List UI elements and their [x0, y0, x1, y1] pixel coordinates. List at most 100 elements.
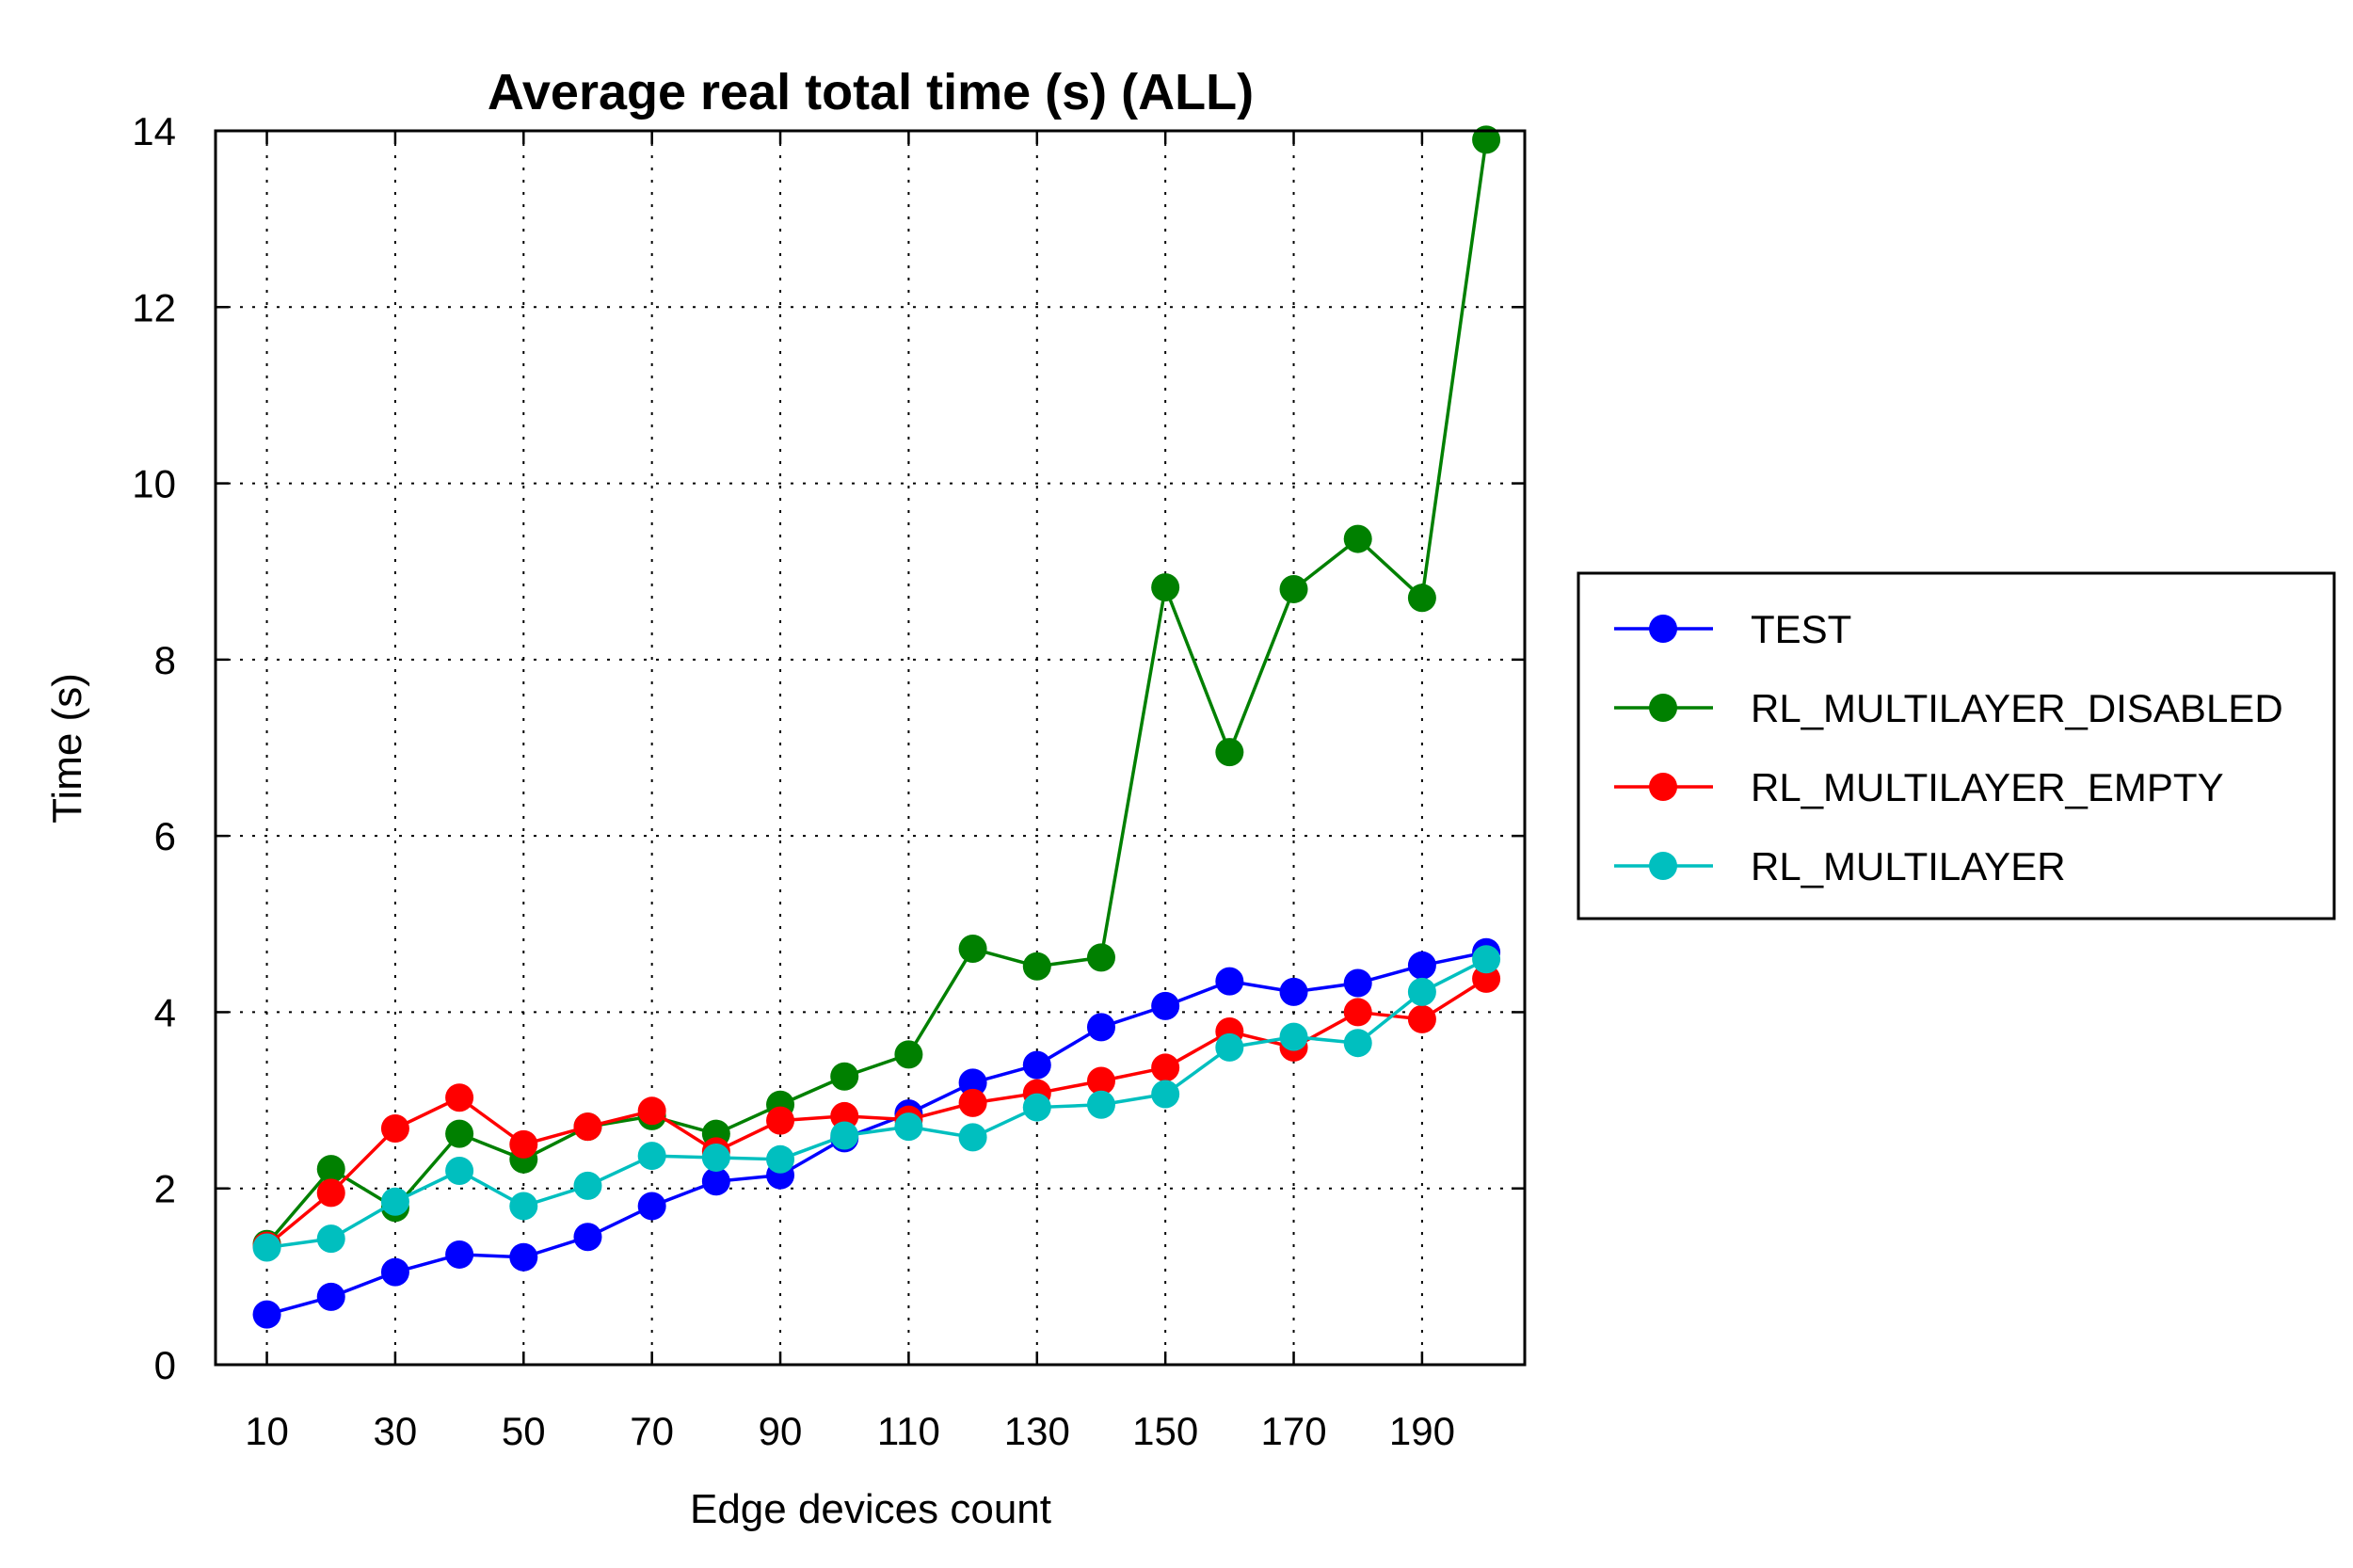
data-point [1215, 1032, 1244, 1062]
x-tick-label: 150 [1132, 1409, 1198, 1453]
legend-label: TEST [1751, 607, 1851, 651]
data-point [573, 1171, 602, 1200]
data-point [766, 1106, 795, 1135]
data-point [1472, 964, 1501, 993]
axis-ticks: 10 30 50 70 90 110 130 150 170 190 0 2 4 6 8 10 12 14 [132, 109, 1525, 1453]
chart-title: Average real total time (s) (ALL) [488, 64, 1254, 120]
data-point [1215, 738, 1244, 767]
data-point [1151, 991, 1180, 1020]
data-point [1343, 968, 1372, 998]
legend-entry: RL_MULTILAYER [1614, 844, 2066, 888]
legend-entry: RL_MULTILAYER_EMPTY [1614, 765, 2224, 809]
y-tick-label: 8 [154, 638, 176, 682]
data-point [701, 1143, 730, 1172]
legend-entry: TEST [1614, 607, 1851, 651]
legend-label: RL_MULTILAYER_DISABLED [1751, 686, 2283, 730]
x-tick-label: 110 [877, 1409, 940, 1453]
data-point [1407, 951, 1436, 980]
data-point [1472, 125, 1501, 154]
data-point [445, 1240, 474, 1269]
data-point [573, 1223, 602, 1252]
data-point [958, 1123, 987, 1152]
y-axis-label: Time (s) [44, 673, 90, 824]
data-point [1151, 1080, 1180, 1109]
series-rl-multilayer-empty [252, 964, 1501, 1260]
y-tick-label: 12 [132, 285, 176, 329]
y-tick-label: 2 [154, 1167, 176, 1211]
data-point [509, 1192, 538, 1221]
data-point [1407, 584, 1436, 613]
data-point [316, 1155, 345, 1184]
legend: TEST RL_MULTILAYER_DISABLED RL_MULTILAYER_… [1577, 571, 2336, 920]
data-point [509, 1242, 538, 1272]
legend-label: RL_MULTILAYER_EMPTY [1751, 765, 2224, 809]
x-tick-label: 190 [1389, 1409, 1455, 1453]
data-point [1472, 945, 1501, 974]
grid-lines [216, 130, 1525, 1365]
data-point [701, 1167, 730, 1196]
series-layer [252, 125, 1501, 1329]
x-axis-label: Edge devices count [690, 1486, 1051, 1532]
data-point [894, 1112, 923, 1142]
x-tick-label: 30 [374, 1409, 418, 1453]
data-point [252, 1300, 281, 1329]
legend-label: RL_MULTILAYER [1751, 844, 2066, 888]
data-point [445, 1083, 474, 1112]
data-point [380, 1114, 409, 1144]
data-point [316, 1224, 345, 1254]
data-point [1407, 1004, 1436, 1033]
x-tick-label: 170 [1260, 1409, 1326, 1453]
y-tick-label: 6 [154, 814, 176, 858]
legend-marker [1649, 773, 1677, 801]
data-point [637, 1192, 666, 1221]
data-point [1215, 967, 1244, 996]
data-point [1343, 524, 1372, 553]
data-point [830, 1062, 859, 1091]
x-tick-label: 130 [1004, 1409, 1070, 1453]
data-point [1151, 1053, 1180, 1082]
data-point [380, 1257, 409, 1287]
x-tick-label: 50 [502, 1409, 546, 1453]
data-point [637, 1096, 666, 1126]
data-point [830, 1121, 859, 1150]
legend-marker [1649, 615, 1677, 643]
data-point [509, 1129, 538, 1159]
data-point [1407, 977, 1436, 1006]
data-point [1086, 943, 1115, 972]
data-point [573, 1112, 602, 1142]
data-point [1022, 952, 1051, 981]
data-point [252, 1233, 281, 1262]
data-point [1279, 977, 1308, 1006]
data-point [766, 1144, 795, 1174]
series-rl-multilayer [252, 945, 1501, 1262]
series-line [265, 139, 1488, 1245]
legend-box [1577, 571, 2336, 920]
data-point [830, 1101, 859, 1130]
data-point [316, 1178, 345, 1208]
data-point [445, 1156, 474, 1185]
data-point [1086, 1090, 1115, 1119]
data-point [1279, 574, 1308, 603]
data-point [1343, 1029, 1372, 1058]
data-point [1022, 1093, 1051, 1122]
data-point [316, 1282, 345, 1311]
data-point [1022, 1050, 1051, 1080]
y-tick-label: 14 [132, 109, 176, 153]
series-rl-multilayer-disabled [252, 125, 1501, 1258]
data-point [380, 1187, 409, 1216]
data-point [1086, 1066, 1115, 1096]
legend-marker [1649, 852, 1677, 880]
data-point [894, 1040, 923, 1069]
data-point [445, 1119, 474, 1148]
x-tick-label: 10 [245, 1409, 289, 1453]
series-test [252, 937, 1501, 1329]
data-point [1279, 1022, 1308, 1051]
legend-entry: RL_MULTILAYER_DISABLED [1614, 686, 2283, 730]
data-point [1151, 573, 1180, 602]
data-point [1343, 998, 1372, 1027]
data-point [637, 1142, 666, 1171]
data-point [1086, 1013, 1115, 1042]
plot-frame [214, 129, 1527, 1367]
y-tick-label: 0 [154, 1343, 176, 1387]
